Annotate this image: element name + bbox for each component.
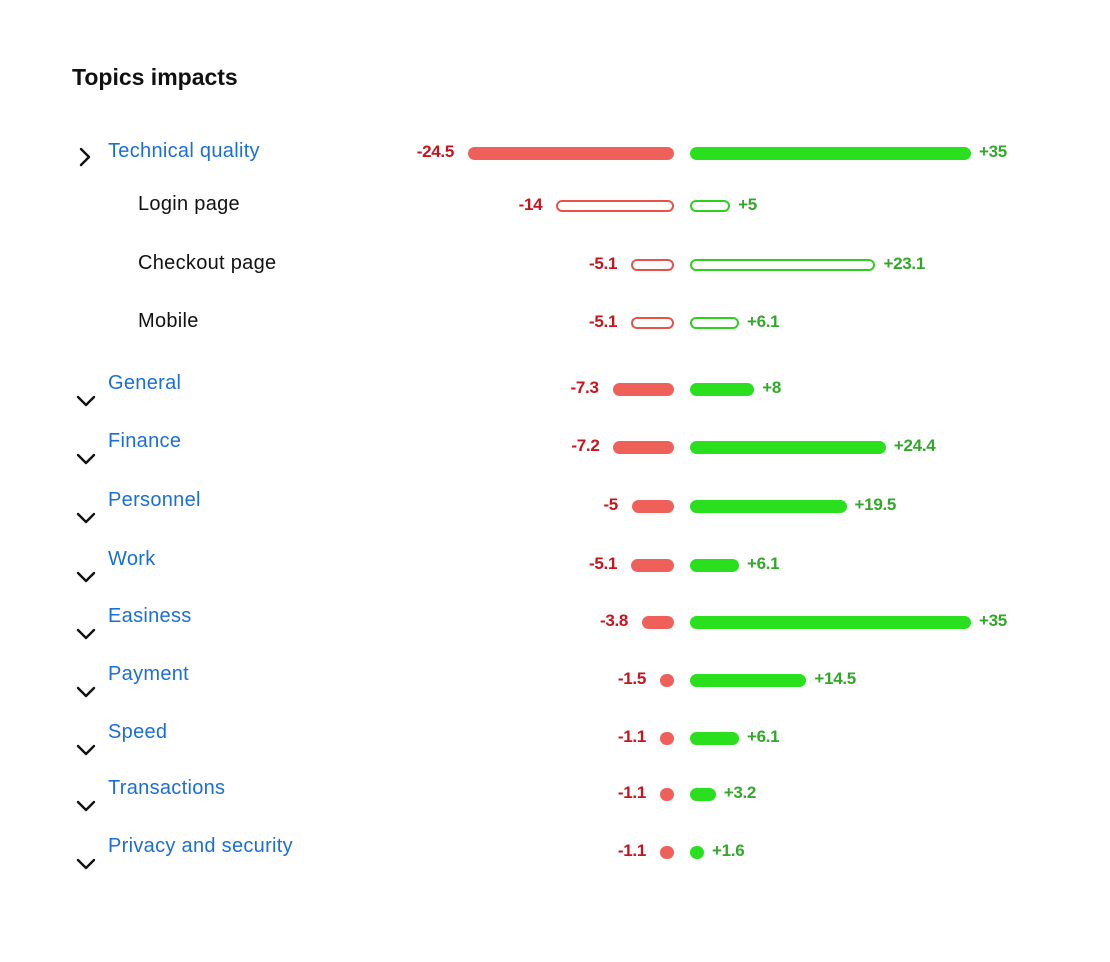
topic-row: Easiness -3.8 +35 [0,601,1110,641]
chevron-down-icon[interactable] [75,791,101,821]
negative-value-label: -24.5 [416,142,455,161]
subtopic-label: Mobile [138,310,199,332]
negative-bar [631,499,674,513]
topic-label[interactable]: Technical quality [108,140,260,162]
positive-bar [690,440,886,454]
chevron-down-icon[interactable] [75,849,101,879]
topic-label[interactable]: Work [108,548,156,570]
positive-value-label: +35 [979,611,1007,630]
positive-value-label: +6.1 [746,727,780,746]
topic-row: Speed -1.1 +6.1 [0,717,1110,757]
negative-bar [468,146,674,160]
positive-bar [690,673,807,687]
positive-bar [690,317,739,329]
positive-value-label: +24.4 [893,436,936,455]
positive-value-label: +6.1 [746,554,780,573]
negative-value-label: -7.3 [570,378,599,397]
topic-row: Work -5.1 +6.1 [0,544,1110,584]
positive-bar [690,200,731,212]
negative-value-label: -5 [603,495,618,514]
positive-bar [690,787,716,801]
topic-label[interactable]: Personnel [108,489,201,511]
subtopic-label: Checkout page [138,252,277,274]
subtopic-row: Login page -14 +5 [0,185,1110,225]
negative-bar [556,200,674,212]
positive-bar [690,558,739,572]
negative-bar [660,673,674,687]
negative-value-label: -1.1 [617,727,646,746]
negative-bar [660,787,674,801]
topic-row: Privacy and security -1.1 +1.6 [0,831,1110,871]
chevron-down-icon[interactable] [75,503,101,533]
negative-bar [612,382,674,396]
negative-bar [660,845,674,859]
negative-value-label: -1.1 [617,841,646,860]
topic-row: Technical quality -24.5 +35 [0,132,1110,172]
negative-bar [631,558,674,572]
topic-row: Transactions -1.1 +3.2 [0,773,1110,813]
positive-bar [690,382,755,396]
subtopic-row: Mobile -5.1 +6.1 [0,302,1110,342]
topic-label[interactable]: Easiness [108,605,192,627]
chevron-down-icon[interactable] [75,677,101,707]
topic-label[interactable]: Payment [108,663,190,685]
negative-value-label: -7.2 [571,436,600,455]
chevron-down-icon[interactable] [75,562,101,592]
chevron-down-icon[interactable] [75,386,101,416]
negative-value-label: -1.1 [617,783,646,802]
positive-bar [690,259,876,271]
positive-value-label: +3.2 [723,783,757,802]
negative-bar [660,731,674,745]
negative-bar [613,440,674,454]
positive-value-label: +19.5 [854,495,897,514]
positive-bar [690,845,704,859]
topic-row: Finance -7.2 +24.4 [0,426,1110,466]
chevron-down-icon[interactable] [75,735,101,765]
negative-bar [642,615,674,629]
positive-value-label: +1.6 [712,841,745,860]
negative-value-label: -5.1 [589,312,618,331]
chevron-down-icon[interactable] [75,619,101,649]
topic-label[interactable]: Speed [108,721,168,743]
negative-bar [631,317,674,329]
positive-value-label: +14.5 [814,669,856,688]
positive-bar [690,731,739,745]
topic-label[interactable]: Transactions [108,777,226,799]
positive-value-label: +35 [979,142,1007,161]
positive-bar [690,146,971,160]
subtopic-row: Checkout page -5.1 +23.1 [0,244,1110,284]
negative-value-label: -5.1 [589,254,618,273]
topic-row: General -7.3 +8 [0,368,1110,408]
chevron-right-icon[interactable] [77,142,103,172]
negative-bar [631,259,674,271]
chevron-down-icon[interactable] [75,444,101,474]
positive-bar [690,499,847,513]
topic-row: Personnel -5 +19.5 [0,485,1110,525]
positive-value-label: +5 [738,195,757,214]
positive-value-label: +6.1 [746,312,780,331]
negative-value-label: -5.1 [589,554,618,573]
positive-value-label: +23.1 [883,254,925,273]
topic-label[interactable]: Privacy and security [108,835,293,857]
positive-bar [690,615,971,629]
page-title: Topics impacts [72,64,238,90]
negative-value-label: -1.5 [617,669,646,688]
subtopic-label: Login page [138,193,240,215]
negative-value-label: -3.8 [599,611,629,630]
topic-row: Payment -1.5 +14.5 [0,659,1110,699]
topic-label[interactable]: Finance [108,430,182,452]
negative-value-label: -14 [518,195,543,214]
topic-label[interactable]: General [108,372,182,394]
positive-value-label: +8 [762,378,782,397]
